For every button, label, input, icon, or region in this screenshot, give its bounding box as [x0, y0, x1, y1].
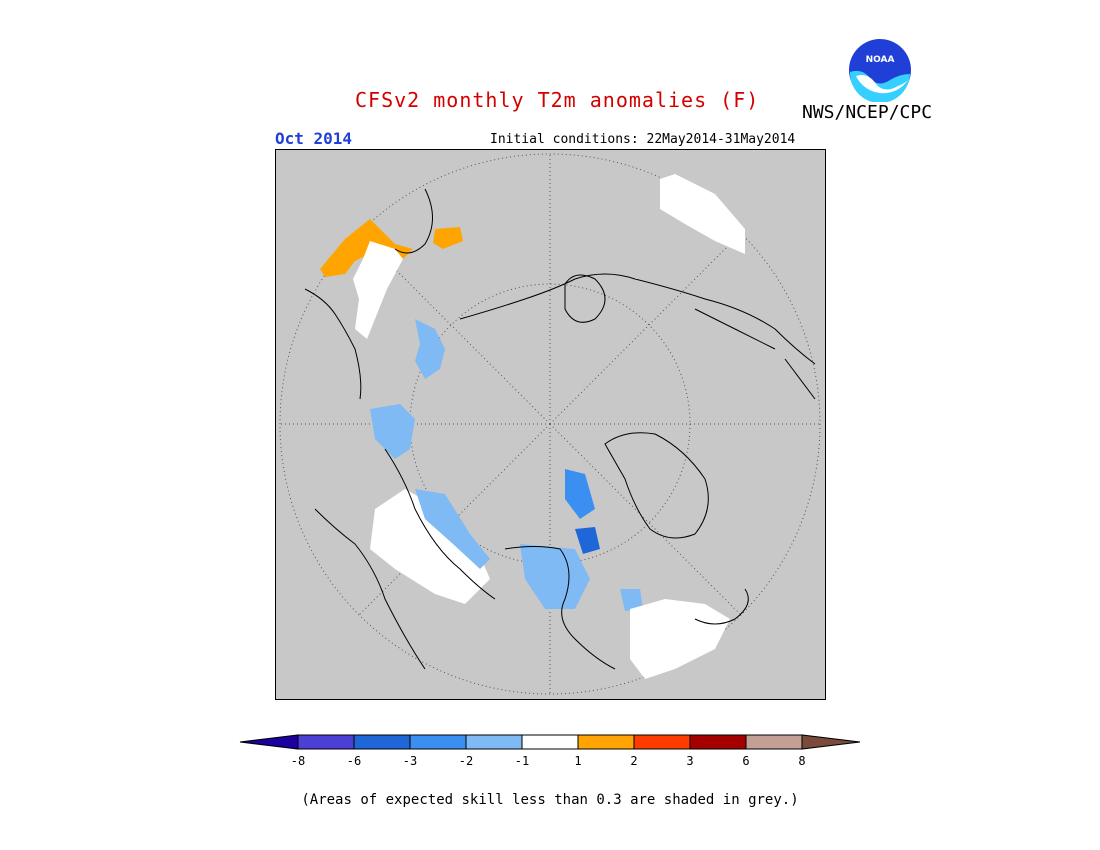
colorbar-labels: -8 -6 -3 -2 -1 1 2 3 6 8 — [291, 754, 806, 768]
colorbar-tick-label: 6 — [742, 754, 749, 768]
colorbar-swatch — [353, 734, 411, 750]
colorbar-tick-label: -2 — [459, 754, 473, 768]
forecast-month: Oct 2014 — [275, 129, 353, 148]
footnote: (Areas of expected skill less than 0.3 a… — [301, 792, 799, 808]
colorbar-swatch-max — [801, 734, 861, 750]
colorbar-swatches — [239, 734, 861, 750]
region-alaska-cool — [415, 489, 490, 569]
polar-map — [275, 149, 826, 700]
region-canada-cool — [520, 544, 590, 609]
noaa-logo-text: NOAA — [866, 55, 895, 65]
coastlines — [304, 188, 816, 670]
colorbar-swatch — [465, 734, 523, 750]
region-siberia-cool — [370, 404, 415, 459]
noaa-logo: NOAA — [849, 39, 911, 102]
colorbar-swatch — [745, 734, 803, 750]
colorbar-tick-label: 2 — [630, 754, 637, 768]
colorbar: -8 -6 -3 -2 -1 1 2 3 6 8 — [239, 734, 861, 768]
colorbar-tick-label: -3 — [403, 754, 417, 768]
colorbar-tick-label: -8 — [291, 754, 305, 768]
organization-label: NWS/NCEP/CPC — [802, 102, 933, 123]
colorbar-swatch — [409, 734, 467, 750]
colorbar-swatch-min — [239, 734, 299, 750]
region-pacific-white — [660, 174, 745, 254]
meridians — [280, 154, 820, 694]
region-finland-warm — [433, 227, 463, 249]
lat-circle-outer — [279, 153, 821, 695]
colorbar-tick-label: 3 — [686, 754, 693, 768]
region-russia-white — [353, 241, 403, 339]
colorbar-swatch — [577, 734, 635, 750]
region-scandinavia-warm — [320, 219, 413, 277]
colorbar-tick-label: 8 — [798, 754, 805, 768]
region-north-asia-cool — [415, 319, 445, 379]
region-atlantic-white — [630, 599, 730, 679]
colorbar-tick-label: 1 — [574, 754, 581, 768]
region-hudson-cool — [620, 589, 643, 611]
colorbar-swatch — [521, 734, 579, 750]
colorbar-tick-label: -1 — [515, 754, 529, 768]
region-arctic-islands-cool — [565, 469, 595, 519]
colorbar-swatch — [689, 734, 747, 750]
colorbar-swatch — [297, 734, 355, 750]
colorbar-tick-label: -6 — [347, 754, 361, 768]
chart-title: CFSv2 monthly T2m anomalies (F) — [355, 88, 760, 112]
region-alaska-white — [370, 489, 490, 604]
region-greenland-cool — [575, 527, 600, 554]
colorbar-swatch — [633, 734, 691, 750]
initial-conditions: Initial conditions: 22May2014-31May2014 — [490, 132, 796, 147]
